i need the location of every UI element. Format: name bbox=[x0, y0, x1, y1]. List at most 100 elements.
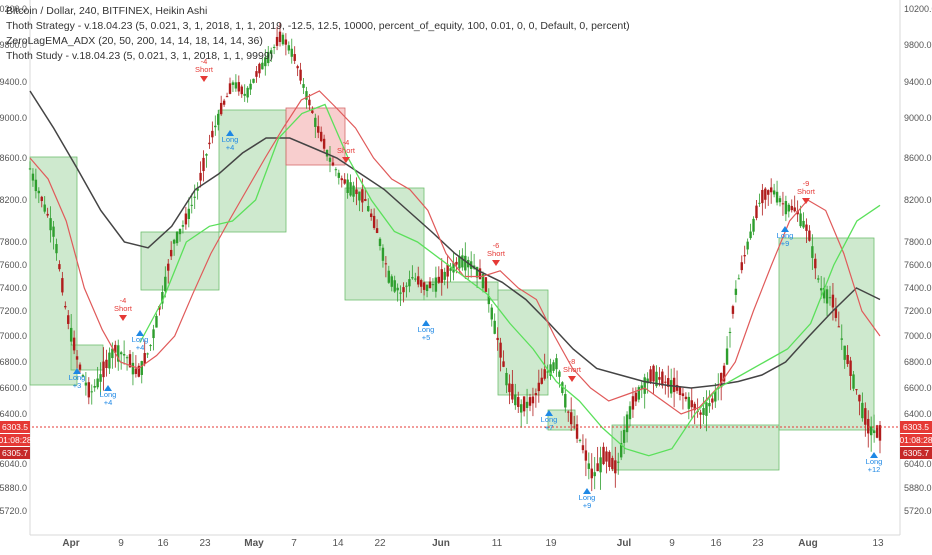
candle-body bbox=[308, 99, 311, 106]
candle-body bbox=[146, 353, 149, 355]
candle-body bbox=[190, 204, 193, 206]
candle-body bbox=[664, 381, 667, 383]
y-tick-right: 8600.0 bbox=[904, 153, 932, 163]
short-arrow bbox=[342, 157, 350, 163]
candle-body bbox=[755, 205, 758, 219]
marker-label: Long bbox=[69, 373, 86, 382]
y-tick-left: 9000.0 bbox=[0, 113, 27, 123]
candle-body bbox=[537, 382, 541, 392]
candle-body bbox=[184, 213, 188, 225]
candle-body bbox=[593, 472, 596, 477]
x-tick: 9 bbox=[118, 538, 124, 549]
candle-body bbox=[387, 270, 391, 283]
candle-body bbox=[561, 382, 564, 394]
trade-box bbox=[29, 156, 78, 386]
y-tick-right: 7400.0 bbox=[904, 283, 932, 293]
long-arrow bbox=[870, 452, 878, 458]
y-tick-left: 7800.0 bbox=[0, 237, 27, 247]
candle-body bbox=[340, 178, 343, 181]
price-tag-bg bbox=[900, 421, 932, 433]
price-tag-open: 6305.7 bbox=[2, 448, 28, 458]
candle-body bbox=[149, 345, 152, 347]
price-tag-bg bbox=[900, 434, 932, 446]
candle-body bbox=[261, 62, 264, 70]
candle-body bbox=[234, 82, 238, 89]
y-tick-left: 7000.0 bbox=[0, 331, 27, 341]
candle-body bbox=[555, 358, 558, 370]
long-marker: Long+12 bbox=[866, 452, 882, 474]
long-arrow bbox=[781, 226, 789, 232]
candle-body bbox=[787, 204, 791, 212]
candle-body bbox=[434, 277, 438, 292]
long-arrow bbox=[545, 410, 553, 416]
candle-body bbox=[808, 230, 811, 241]
candle-body bbox=[843, 345, 846, 360]
candle-body bbox=[558, 371, 561, 377]
candle-body bbox=[40, 196, 43, 202]
candle-body bbox=[646, 378, 649, 384]
marker-label: Long bbox=[100, 390, 117, 399]
candle-body bbox=[514, 394, 517, 406]
long-marker: Long+4 bbox=[132, 330, 148, 352]
x-tick: 23 bbox=[199, 538, 211, 549]
candle-body bbox=[49, 218, 52, 231]
candle-body bbox=[758, 202, 761, 204]
x-tick: 13 bbox=[872, 538, 884, 549]
candle-body bbox=[649, 369, 652, 382]
y-tick-left: 6040.0 bbox=[0, 459, 27, 469]
y-axis-left: 10200.0 9800.0 9400.0 9000.0 8600.0 8200.0 780… bbox=[0, 4, 27, 516]
candle-body bbox=[552, 362, 555, 371]
y-tick-left: 7400.0 bbox=[0, 283, 27, 293]
candle-body bbox=[419, 280, 423, 287]
marker-qty: -4 bbox=[343, 138, 350, 147]
trade-box bbox=[611, 424, 780, 471]
candle-body bbox=[93, 385, 96, 388]
y-tick-right: 9400.0 bbox=[904, 77, 932, 87]
marker-label: Long bbox=[418, 325, 435, 334]
candle-body bbox=[28, 168, 32, 170]
candle-body bbox=[367, 206, 370, 212]
candle-body bbox=[625, 414, 629, 433]
candle-body bbox=[140, 361, 143, 375]
candle-body bbox=[631, 396, 635, 410]
candle-body bbox=[346, 179, 349, 193]
candle-body bbox=[361, 189, 364, 203]
candle-body bbox=[55, 244, 58, 254]
candle-body bbox=[302, 84, 305, 88]
long-marker: Long+9 bbox=[579, 488, 595, 510]
candle-body bbox=[714, 390, 717, 402]
candle-body bbox=[72, 337, 76, 351]
y-tick-right: 6040.0 bbox=[904, 459, 932, 469]
candle-body bbox=[287, 45, 291, 51]
candle-body bbox=[784, 201, 788, 215]
candle-body bbox=[602, 446, 605, 465]
candle-body bbox=[396, 287, 399, 291]
y-tick-left: 7600.0 bbox=[0, 260, 27, 270]
candle-body bbox=[793, 207, 796, 212]
candle-body bbox=[581, 445, 585, 451]
candle-body bbox=[767, 190, 770, 195]
candle-body bbox=[137, 365, 141, 377]
candle-body bbox=[78, 364, 82, 370]
candle-body bbox=[343, 179, 346, 184]
legend-symbol: Bitcoin / Dollar, 240, BITFINEX, Heikin … bbox=[6, 5, 208, 17]
x-tick: May bbox=[244, 538, 264, 549]
candle-body bbox=[564, 394, 567, 408]
candle-body bbox=[746, 241, 749, 250]
candle-body bbox=[743, 255, 746, 257]
candle-body bbox=[528, 397, 532, 406]
candle-body bbox=[519, 404, 523, 413]
candle-body bbox=[449, 268, 452, 271]
candle-body bbox=[134, 368, 138, 374]
marker-qty: +4 bbox=[136, 343, 145, 352]
candle-body bbox=[693, 403, 696, 411]
y-tick-right: 9800.0 bbox=[904, 40, 932, 50]
y-tick-right: 9000.0 bbox=[904, 113, 932, 123]
candle-body bbox=[719, 372, 723, 388]
candle-body bbox=[414, 278, 417, 280]
y-tick-right: 6800.0 bbox=[904, 357, 932, 367]
